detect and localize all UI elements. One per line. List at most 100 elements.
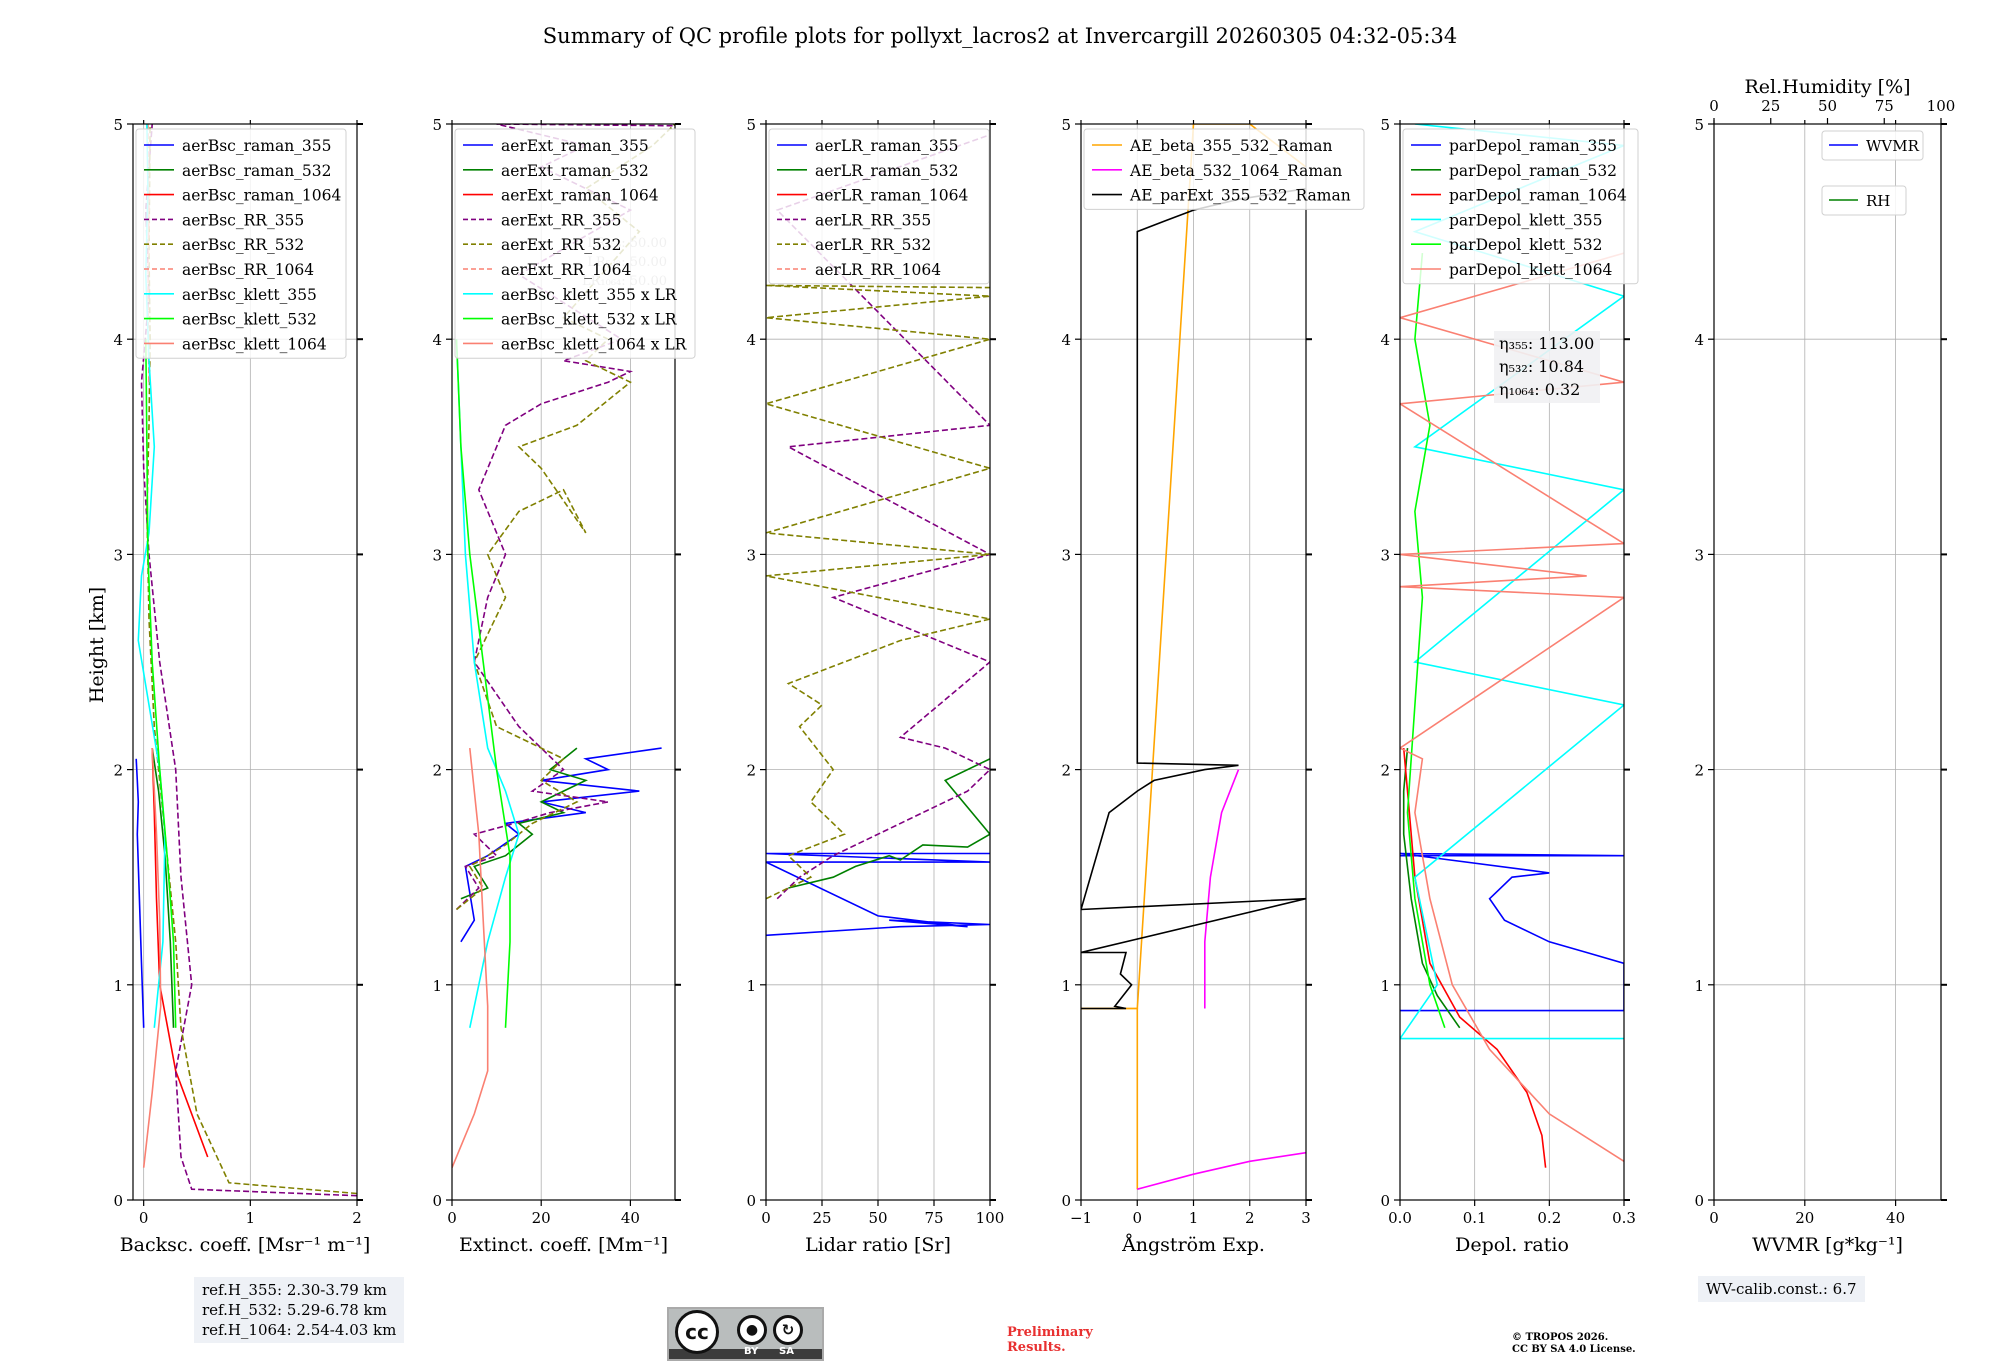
series-aerExt_raman_532 [460, 747, 588, 900]
legend-box [1083, 128, 1365, 210]
series-aerBsc_raman_1064 [151, 748, 209, 1158]
x2-tick-label: 0 [1709, 97, 1719, 115]
x2-axis-label: Rel.Humidity [%] [1744, 76, 1910, 98]
legend: WVMR RH [1821, 130, 1924, 216]
legend-entry: aerExt_raman_355 [501, 137, 649, 155]
legend-entry: aerBsc_raman_355 [182, 137, 332, 155]
legend-entry: parDepol_klett_532 [1449, 236, 1602, 254]
x-tick-label: −1 [1070, 1209, 1092, 1227]
panel-wvmr: 0 20 40 0 1 2 3 4 5 WVMR [g*kg⁻¹] 0 25 50 75 100 Rel.Hu… [1694, 76, 1955, 1256]
legend-entry: aerLR_RR_532 [815, 236, 931, 254]
series-aerBsc_RR_355 [140, 124, 357, 1197]
legend-entry: aerLR_RR_1064 [815, 261, 941, 279]
legend-entry: parDepol_raman_532 [1449, 162, 1617, 180]
panel-depol: 0.0 0.1 0.2 0.3 0 1 2 3 4 5 Depol. ratio η₃₅₅: 113.… [1380, 116, 1639, 1256]
series-aerExt_raman_355 [460, 747, 662, 943]
x-axis-label: Ångström Exp. [1121, 1234, 1265, 1256]
series-aerBsc_raman_355 [135, 758, 145, 1028]
x-tick-label: 75 [924, 1209, 943, 1227]
y-tick-label: 3 [746, 546, 756, 564]
legend-entry: aerExt_RR_1064 [501, 261, 632, 279]
series-parDepol_klett_1064 [1400, 252, 1624, 1162]
axes-frame [451, 123, 676, 1201]
ref-h-1064: ref.H_1064: 2.54-4.03 km [202, 1321, 397, 1339]
y-tick-label: 0 [746, 1192, 756, 1210]
legend-entry: aerBsc_RR_1064 [182, 261, 314, 279]
y-tick-label: 2 [1694, 762, 1704, 780]
legend-entry: parDepol_raman_1064 [1449, 187, 1627, 205]
legend-entry: aerBsc_klett_355 [182, 286, 317, 304]
preliminary-results-note: Preliminary Results. [1007, 1325, 1093, 1355]
legend-entry: aerExt_RR_355 [501, 211, 622, 229]
legend-entry: AE_beta_532_1064_Raman [1129, 162, 1342, 180]
x-tick-label: 0 [1709, 1209, 1719, 1227]
legend-entry: aerLR_raman_532 [815, 162, 958, 180]
y-tick-label: 0 [432, 1192, 442, 1210]
series-parDepol_klett_532 [1406, 253, 1446, 1029]
legend-entry: aerBsc_klett_1064 [182, 335, 327, 353]
ref-h-532: ref.H_532: 5.29-6.78 km [202, 1301, 387, 1319]
legend: aerLR_raman_355 aerLR_raman_532 aerLR_rama… [768, 128, 990, 285]
x-tick-label: 1 [1189, 1209, 1199, 1227]
legend-entry: parDepol_klett_355 [1449, 211, 1602, 229]
series-aerLR_raman_355 [766, 852, 990, 937]
legend-box [1402, 128, 1639, 285]
legend-entry: AE_parExt_355_532_Raman [1129, 187, 1351, 205]
x-tick-label: 0.1 [1463, 1209, 1487, 1227]
legend-entry: aerBsc_klett_1064 x LR [501, 335, 688, 353]
ref-h-355: ref.H_355: 2.30-3.79 km [202, 1281, 387, 1299]
series-AE_parExt_355_532_Raman [1081, 187, 1306, 1010]
y-tick-label: 3 [1694, 546, 1704, 564]
x2-tick-label: 25 [1761, 97, 1780, 115]
x-tick-label: 50 [868, 1209, 887, 1227]
y-tick-label: 1 [1694, 977, 1704, 995]
x-tick-label: 3 [1301, 1209, 1311, 1227]
legend-box [1821, 185, 1907, 216]
y-tick-label: 4 [746, 331, 756, 349]
series-parDepol_raman_532 [1402, 748, 1461, 1029]
y-tick-label: 1 [1380, 977, 1390, 995]
legend-entry: AE_beta_355_532_Raman [1129, 137, 1332, 155]
eta-label: η₁₀₆₄: 0.32 [1499, 380, 1580, 399]
panel-backscatter: 0 1 2 0 1 2 3 4 5 Backsc. coeff. [Msr⁻¹ m⁻¹] aerBs… [113, 116, 370, 1256]
y-tick-label: 0 [1694, 1192, 1704, 1210]
eta-box-bg [1494, 331, 1600, 403]
copyright-note: © TROPOS 2026. CC BY SA 4.0 License. [1512, 1332, 1636, 1355]
legend-entry: aerExt_raman_1064 [501, 187, 659, 205]
x-tick-label: 1 [246, 1209, 256, 1227]
x-tick-label: 40 [621, 1209, 640, 1227]
x-tick-label: 2 [352, 1209, 362, 1227]
y-tick-label: 4 [432, 331, 442, 349]
legend-box [454, 128, 696, 359]
x-axis-label: Lidar ratio [Sr] [805, 1234, 951, 1256]
legend-entry: aerBsc_RR_532 [182, 236, 304, 254]
y-tick-label: 2 [113, 762, 123, 780]
legend: AE_beta_355_532_Raman AE_beta_532_1064_Ra… [1083, 128, 1365, 210]
series-parDepol_raman_1064 [1402, 748, 1547, 1168]
y-tick-label: 5 [746, 116, 756, 134]
y-tick-label: 3 [432, 546, 442, 564]
legend-entry: aerBsc_raman_1064 [182, 187, 342, 205]
legend: aerBsc_raman_355 aerBsc_raman_532 aerBsc_r… [135, 128, 347, 359]
y-tick-label: 2 [1061, 762, 1071, 780]
wv-calib-note: WV-calib.const.: 6.7 [1698, 1276, 1865, 1302]
cc-by-icon: ● [737, 1315, 767, 1345]
axes-frame [1399, 123, 1625, 1201]
y-tick-label: 3 [1061, 546, 1071, 564]
legend-entry: aerBsc_raman_532 [182, 162, 332, 180]
series-aerBsc_klett_532 x LR [455, 339, 511, 1028]
y-tick-label: 5 [1694, 116, 1704, 134]
series-aerBsc_klett_1064 x LR [452, 748, 489, 1169]
legend-entry: parDepol_klett_1064 [1449, 261, 1612, 279]
legend: parDepol_raman_355 parDepol_raman_532 parD… [1402, 128, 1639, 285]
series-aerLR_RR_532 [766, 284, 990, 900]
y-tick-label: 4 [1380, 331, 1390, 349]
legend-box [135, 128, 347, 359]
y-tick-label: 0 [1380, 1192, 1390, 1210]
x-axis-label: Backsc. coeff. [Msr⁻¹ m⁻¹] [120, 1234, 371, 1256]
legend-entry: WVMR [1866, 137, 1920, 155]
series-aerLR_RR_355 [775, 134, 990, 900]
